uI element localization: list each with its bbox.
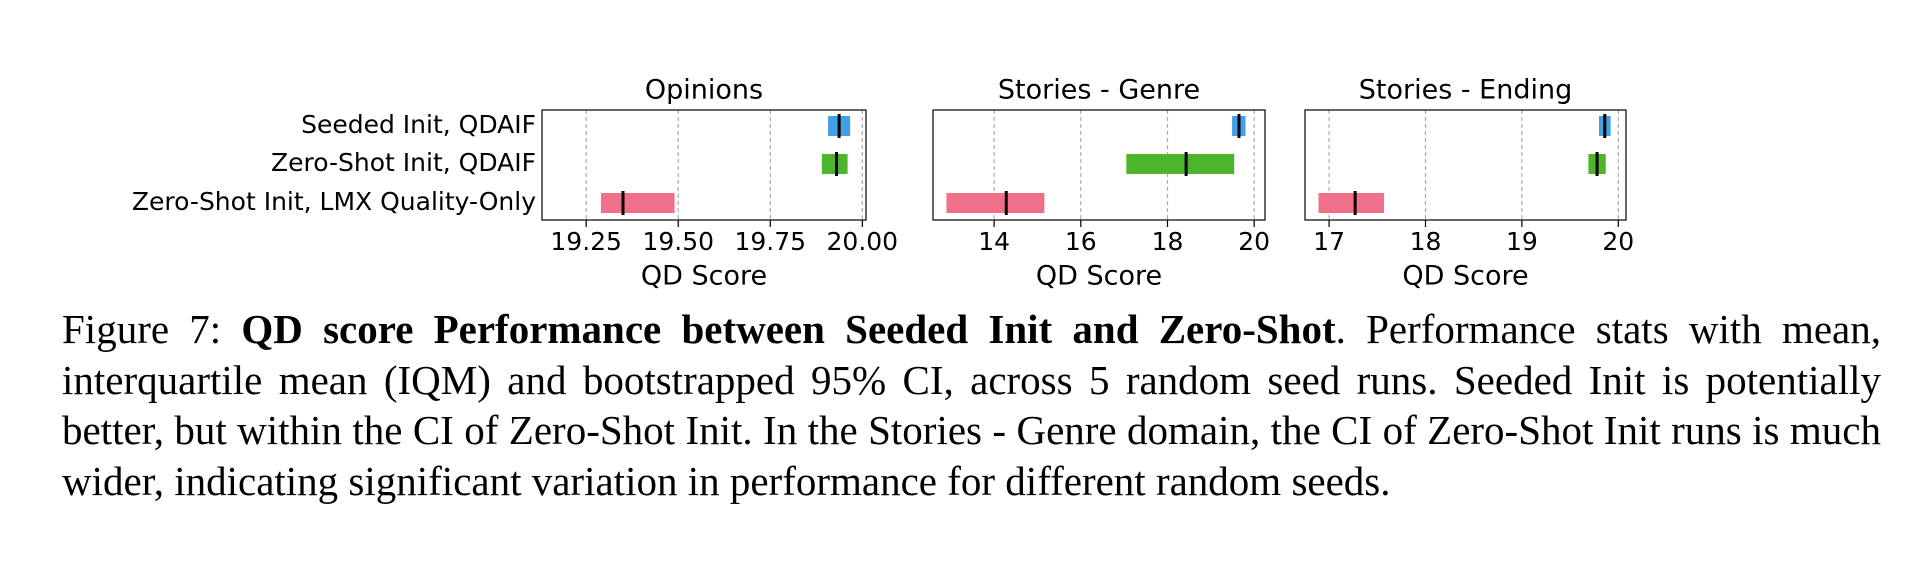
ci-bar: [600, 193, 675, 213]
y-category-label: Zero-Shot Init, LMX Quality-Only: [132, 187, 536, 216]
x-tick-label: 20.00: [827, 227, 899, 256]
caption-label: Figure 7:: [62, 306, 222, 352]
y-category-label: Zero-Shot Init, QDAIF: [271, 148, 536, 177]
x-tick-label: 16: [1065, 227, 1097, 256]
ci-bar: [821, 154, 848, 174]
x-tick-label: 14: [978, 227, 1010, 256]
x-tick-label: 20: [1602, 227, 1634, 256]
x-tick-label: 19.50: [642, 227, 714, 256]
caption: Figure 7: QD score Performance between S…: [62, 304, 1881, 506]
x-tick-label: 19.75: [734, 227, 806, 256]
panel-title: Opinions: [645, 75, 763, 106]
x-axis-label: QD Score: [1036, 261, 1162, 292]
axes-frame: [1304, 109, 1627, 221]
axes-frame: [541, 109, 867, 221]
ci-bar: [1318, 193, 1385, 213]
x-axis-label: QD Score: [1402, 261, 1528, 292]
y-category-label: Seeded Init, QDAIF: [301, 110, 536, 139]
x-tick-label: 20: [1238, 227, 1270, 256]
panel-title: Stories - Genre: [998, 75, 1200, 106]
caption-bold: QD score Performance between Seeded Init…: [241, 306, 1336, 352]
x-axis-label: QD Score: [641, 261, 767, 292]
ci-bar: [946, 193, 1045, 213]
chart: Opinions 19.25 19.50 19.75 20.00 Seeded Init,…: [132, 75, 1634, 292]
ci-bar: [1126, 154, 1235, 174]
axes-frame: [932, 109, 1266, 221]
panel-title: Stories - Ending: [1359, 75, 1573, 106]
caption-text: . Performance stats with mean, interquar…: [62, 306, 1882, 504]
x-tick-label: 19.25: [550, 227, 622, 256]
x-tick-label: 18: [1410, 227, 1442, 256]
x-tick-label: 18: [1152, 227, 1184, 256]
x-tick-label: 17: [1313, 227, 1345, 256]
x-tick-label: 19: [1506, 227, 1538, 256]
